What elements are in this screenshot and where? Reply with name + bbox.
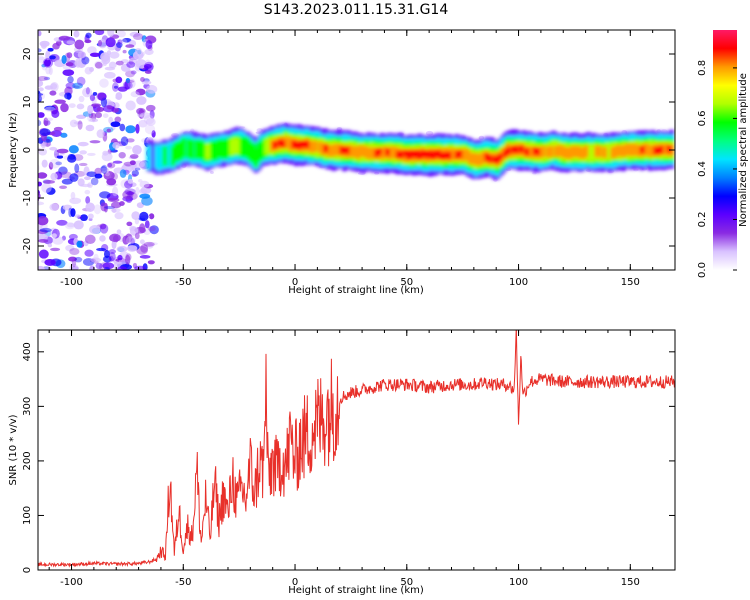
y-tick-label: -10 (22, 190, 33, 206)
y-tick-label: 400 (22, 342, 33, 361)
chart-title: S143.2023.011.15.31.G14 (264, 2, 449, 18)
y-tick-label: 100 (22, 506, 33, 525)
y-tick-label: 200 (22, 451, 33, 470)
spectrogram-ridge (146, 123, 675, 180)
spectrogram-noise-speckles (38, 30, 159, 270)
x-tick-label: 0 (292, 277, 298, 288)
x-tick-label: 150 (621, 277, 640, 288)
x-tick-label: -50 (175, 277, 191, 288)
colorbar-gradient (713, 30, 737, 270)
x-tick-label: -50 (175, 577, 191, 588)
colorbar-ticks: 0.0 0.2 0.4 0.6 0.8 (697, 60, 737, 278)
colorbar-tick-label: 0.2 (697, 212, 708, 228)
x-tick-label: 50 (400, 577, 413, 588)
y-tick-label: 300 (22, 397, 33, 416)
x-tick-label: 100 (509, 577, 528, 588)
y-tick-label: 10 (22, 96, 33, 109)
snr-panel: -100 -50 0 50 100 150 0 100 200 300 400 Height of … (8, 329, 676, 596)
x-tick-label: 100 (509, 277, 528, 288)
y-tick-label: 20 (22, 48, 33, 61)
x-tick-label: -100 (60, 577, 83, 588)
snr-series-line (38, 330, 675, 568)
colorbar-tick-label: 0.0 (697, 262, 708, 278)
x-tick-label: 50 (400, 277, 413, 288)
y-tick-label: 0 (22, 567, 33, 573)
x-tick-label: 150 (621, 577, 640, 588)
snr-y-label: SNR (10 * v/v) (8, 414, 19, 485)
y-tick-label: -20 (22, 238, 33, 254)
x-tick-label: 0 (292, 577, 298, 588)
x-tick-label: -100 (60, 277, 83, 288)
y-tick-label: 0 (22, 147, 33, 153)
colorbar-tick-label: 0.8 (697, 60, 708, 76)
snr-ticks: -100 -50 0 50 100 150 0 100 200 300 400 (22, 330, 676, 588)
colorbar-tick-label: 0.4 (697, 161, 708, 177)
spectrogram-heatmap (38, 30, 675, 270)
snr-plot-area (38, 330, 675, 568)
snr-frame (37, 329, 676, 571)
spectrogram-y-label: Frequency (Hz) (8, 112, 19, 188)
colorbar-tick-label: 0.6 (697, 110, 708, 126)
colorbar-label: Normalized spectral amplitude (738, 73, 749, 227)
snr-x-label: Height of straight line (km) (288, 585, 424, 596)
colorbar: 0.0 0.2 0.4 0.6 0.8 Normalized spectral ampl… (697, 30, 749, 278)
spectrogram-x-label: Height of straight line (km) (288, 285, 424, 296)
